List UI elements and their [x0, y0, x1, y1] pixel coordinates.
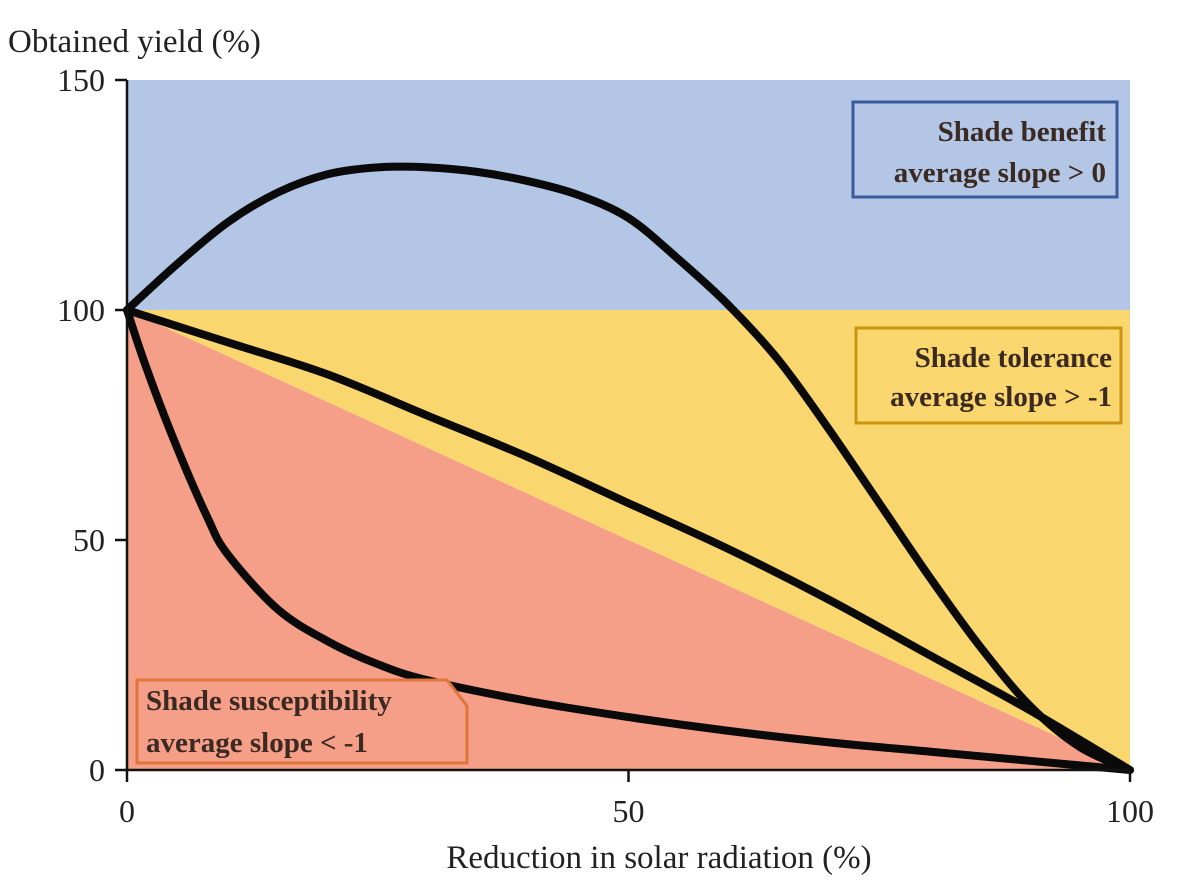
axes: 0 50 100 150 0 50 100: [57, 62, 1154, 829]
x-tick-label: 50: [613, 793, 645, 829]
x-tick-label: 0: [119, 793, 135, 829]
region-label-susceptibility-line1: Shade susceptibility: [146, 685, 392, 717]
region-label-benefit-line2: average slope > 0: [894, 157, 1106, 189]
y-tick-label: 100: [57, 292, 105, 328]
region-label-tolerance-line2: average slope > -1: [890, 381, 1112, 413]
series-line-1: [123, 162, 1134, 774]
y-tick-label: 150: [57, 62, 105, 98]
region-label-susceptibility-line2: average slope < -1: [146, 727, 368, 759]
series-line-2: [123, 306, 1134, 774]
x-tick-label: 100: [1106, 793, 1154, 829]
region-labels: Shade benefit average slope > 0 Shade tole…: [135, 100, 1123, 765]
region-label-box-susceptibility: [135, 678, 469, 765]
region-label-benefit-line1: Shade benefit: [938, 116, 1107, 148]
region-label-box-benefit: [851, 100, 1119, 199]
x-axis-label: Reduction in solar radiation (%): [446, 840, 871, 876]
y-tick-label: 0: [89, 752, 105, 788]
region-label-box-tolerance: [854, 326, 1123, 425]
region-label-tolerance-line1: Shade tolerance: [915, 342, 1112, 374]
y-axis-label: Obtained yield (%): [8, 24, 261, 60]
y-tick-label: 50: [73, 522, 105, 558]
region-susceptibility: [127, 310, 1130, 770]
